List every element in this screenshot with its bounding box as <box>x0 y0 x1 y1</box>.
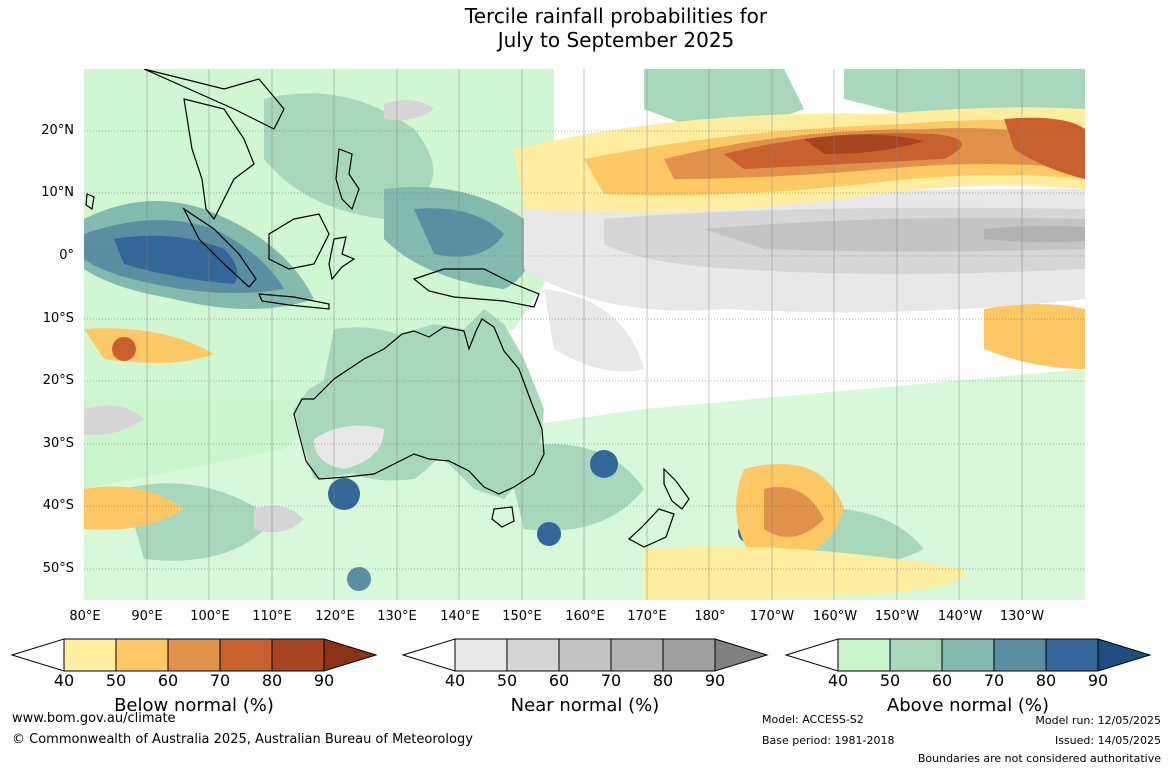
lat-label-10n: 10°N <box>41 185 74 200</box>
probability-map <box>84 69 1085 600</box>
lon-label-140w: 140°W <box>937 609 983 624</box>
model-run-date: Model run: 12/05/2025 <box>1035 714 1161 727</box>
lon-label-150e: 150°E <box>502 609 542 624</box>
above-tick-60: 60 <box>931 671 953 690</box>
lon-label-150w: 150°W <box>874 609 920 624</box>
lat-label-50s: 50°S <box>42 561 74 576</box>
below-tick-90: 90 <box>313 671 335 690</box>
below-tick-70: 70 <box>209 671 231 690</box>
lon-label-160w: 160°W <box>812 609 858 624</box>
lon-label-100e: 100°E <box>190 609 230 624</box>
lon-label-130e: 130°E <box>377 609 417 624</box>
lon-label-180: 180° <box>694 609 726 624</box>
lat-label-20s: 20°S <box>42 373 74 388</box>
model-name: Model: ACCESS-S2 <box>762 713 864 726</box>
above-tick-50: 50 <box>879 671 901 690</box>
boundary-disclaimer: Boundaries are not considered authoritat… <box>917 752 1161 765</box>
lat-label-40s: 40°S <box>42 498 74 513</box>
base-period: Base period: 1981-2018 <box>762 734 895 747</box>
above-tick-80: 80 <box>1035 671 1057 690</box>
lon-label-170w: 170°W <box>749 609 795 624</box>
above-tick-40: 40 <box>827 671 849 690</box>
lon-label-160e: 160°E <box>565 609 605 624</box>
near-normal-title: Near normal (%) <box>510 695 660 716</box>
below-normal-colorbar <box>10 638 378 672</box>
lon-label-80e: 80°E <box>69 609 101 624</box>
near-tick-70: 70 <box>600 671 622 690</box>
lat-label-0: 0° <box>59 248 74 263</box>
map-canvas <box>84 69 1085 600</box>
near-tick-50: 50 <box>496 671 518 690</box>
below-tick-50: 50 <box>105 671 127 690</box>
copyright-text: © Commonwealth of Australia 2025, Austra… <box>12 732 473 747</box>
above-normal-title: Above normal (%) <box>886 695 1050 716</box>
lat-label-30s: 30°S <box>42 436 74 451</box>
lon-label-110e: 110°E <box>252 609 292 624</box>
lon-label-120e: 120°E <box>315 609 355 624</box>
near-normal-colorbar <box>401 638 769 672</box>
above-tick-70: 70 <box>983 671 1005 690</box>
lat-label-10s: 10°S <box>42 311 74 326</box>
above-tick-90: 90 <box>1087 671 1109 690</box>
issued-date: Issued: 14/05/2025 <box>1054 734 1161 747</box>
near-tick-80: 80 <box>652 671 674 690</box>
below-tick-40: 40 <box>53 671 75 690</box>
lon-label-90e: 90°E <box>131 609 163 624</box>
lon-label-170e: 170°E <box>627 609 667 624</box>
below-tick-80: 80 <box>261 671 283 690</box>
map-title: Tercile rainfall probabilities for July … <box>0 4 1173 52</box>
above-normal-colorbar <box>784 638 1152 672</box>
title-line-1: Tercile rainfall probabilities for <box>464 4 768 28</box>
below-normal-title: Below normal (%) <box>114 695 274 716</box>
near-tick-40: 40 <box>444 671 466 690</box>
website-link[interactable]: www.bom.gov.au/climate <box>12 711 176 726</box>
near-tick-60: 60 <box>548 671 570 690</box>
title-line-2: July to September 2025 <box>497 28 735 52</box>
below-tick-60: 60 <box>157 671 179 690</box>
lon-label-130w: 130°W <box>999 609 1045 624</box>
lat-label-20n: 20°N <box>41 123 74 138</box>
near-tick-90: 90 <box>704 671 726 690</box>
lon-label-140e: 140°E <box>440 609 480 624</box>
